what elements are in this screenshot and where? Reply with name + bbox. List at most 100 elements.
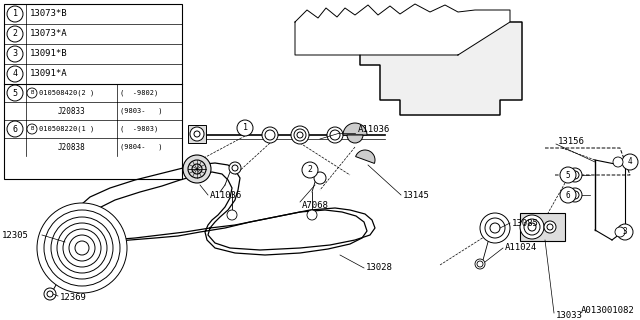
Text: 010508420(2 ): 010508420(2 ) [39, 90, 94, 96]
Circle shape [51, 217, 113, 279]
Text: (9803-   ): (9803- ) [120, 108, 163, 114]
Circle shape [44, 288, 56, 300]
Circle shape [188, 160, 206, 178]
Circle shape [7, 6, 23, 22]
Circle shape [63, 229, 101, 267]
Circle shape [265, 130, 275, 140]
Bar [4, 4, 182, 179]
Circle shape [560, 187, 576, 203]
Circle shape [69, 235, 95, 261]
Text: (  -9802): ( -9802) [120, 90, 158, 96]
Circle shape [183, 155, 211, 183]
Circle shape [613, 157, 623, 167]
Circle shape [330, 130, 340, 140]
Text: A013001082: A013001082 [581, 306, 635, 315]
Bar [520, 213, 565, 241]
Circle shape [477, 261, 483, 267]
Circle shape [47, 291, 53, 297]
Circle shape [7, 26, 23, 42]
Wedge shape [343, 123, 367, 135]
Circle shape [262, 127, 278, 143]
Text: 1: 1 [13, 10, 17, 19]
Circle shape [528, 223, 536, 231]
Text: 13073*B: 13073*B [30, 10, 68, 19]
Circle shape [37, 203, 127, 293]
Text: A11036: A11036 [358, 125, 390, 134]
Circle shape [7, 85, 23, 101]
Circle shape [7, 46, 23, 62]
Text: 13091*A: 13091*A [30, 69, 68, 78]
Text: 1: 1 [243, 124, 248, 132]
Text: 6: 6 [13, 124, 17, 133]
Text: 3: 3 [13, 50, 17, 59]
Text: 12305: 12305 [2, 230, 29, 239]
Circle shape [524, 219, 540, 235]
Circle shape [44, 210, 120, 286]
Text: J20833: J20833 [58, 107, 85, 116]
Text: B: B [30, 91, 34, 95]
Circle shape [192, 164, 202, 174]
Circle shape [480, 213, 510, 243]
Text: 13033: 13033 [556, 310, 583, 319]
Circle shape [194, 131, 200, 137]
Circle shape [615, 227, 625, 237]
Text: J20838: J20838 [58, 142, 85, 151]
Circle shape [327, 127, 343, 143]
Text: 4: 4 [13, 69, 17, 78]
Text: 13073*A: 13073*A [30, 29, 68, 38]
Circle shape [490, 223, 500, 233]
Circle shape [7, 66, 23, 82]
Circle shape [560, 167, 576, 183]
Circle shape [544, 221, 556, 233]
Circle shape [227, 210, 237, 220]
Circle shape [190, 127, 204, 141]
Text: A11036: A11036 [210, 190, 243, 199]
Circle shape [520, 215, 544, 239]
Text: 13085: 13085 [512, 219, 539, 228]
Circle shape [229, 162, 241, 174]
Text: A7068: A7068 [302, 201, 329, 210]
Circle shape [294, 129, 306, 141]
Circle shape [237, 120, 253, 136]
Circle shape [57, 223, 107, 273]
Circle shape [314, 172, 326, 184]
Text: 13156: 13156 [558, 138, 585, 147]
Text: (9804-   ): (9804- ) [120, 144, 163, 150]
Text: 4: 4 [628, 157, 632, 166]
Text: 13028: 13028 [366, 263, 393, 273]
Text: A11024: A11024 [505, 244, 537, 252]
Circle shape [27, 88, 37, 98]
Circle shape [571, 171, 579, 179]
Text: 12369: 12369 [60, 293, 87, 302]
Circle shape [302, 162, 318, 178]
Circle shape [291, 126, 309, 144]
Circle shape [297, 132, 303, 138]
Wedge shape [356, 150, 375, 164]
Wedge shape [347, 135, 363, 143]
Circle shape [622, 154, 638, 170]
Text: 6: 6 [566, 190, 570, 199]
Text: 13091*B: 13091*B [30, 50, 68, 59]
Text: 5: 5 [13, 89, 17, 98]
Text: B: B [30, 126, 34, 132]
Circle shape [75, 241, 89, 255]
Circle shape [485, 218, 505, 238]
Text: 2: 2 [13, 29, 17, 38]
Polygon shape [360, 22, 522, 115]
Circle shape [27, 124, 37, 134]
Text: 5: 5 [566, 171, 570, 180]
Circle shape [547, 224, 553, 230]
Text: (  -9803): ( -9803) [120, 126, 158, 132]
Bar [188, 125, 206, 143]
Circle shape [617, 224, 633, 240]
Text: 13145: 13145 [403, 190, 430, 199]
Circle shape [232, 165, 238, 171]
Circle shape [568, 188, 582, 202]
Text: 2: 2 [307, 165, 312, 174]
Circle shape [7, 121, 23, 137]
Text: 3: 3 [623, 228, 627, 236]
Circle shape [475, 259, 485, 269]
Circle shape [307, 210, 317, 220]
Circle shape [568, 168, 582, 182]
Text: 010508220(1 ): 010508220(1 ) [39, 126, 94, 132]
